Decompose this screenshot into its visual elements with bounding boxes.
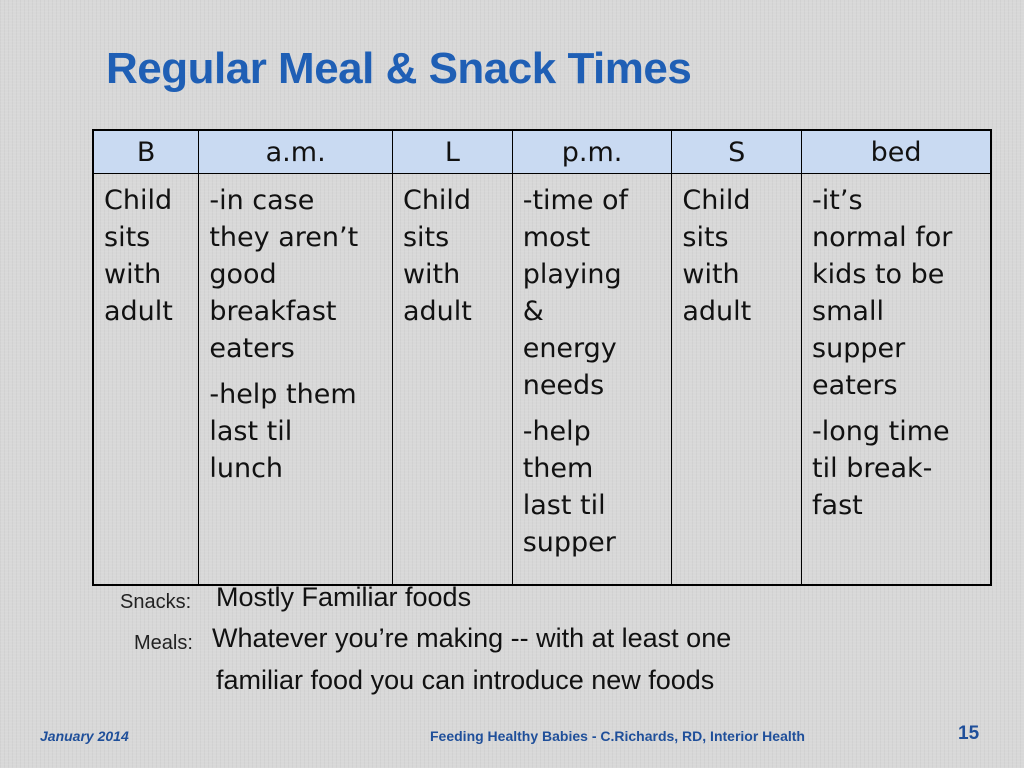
table-header-row: B a.m. L p.m. S bed [92, 129, 992, 174]
cell-l: Child sits with adult [391, 173, 513, 586]
cell-s: Child sits with adult [671, 173, 803, 586]
table-row: Child sits with adult -in case they aren… [92, 173, 992, 586]
footer-date: January 2014 [40, 728, 129, 744]
header-am: a.m. [198, 129, 393, 174]
cell-text: -in case they aren’t good breakfast eate… [209, 185, 359, 364]
header-l: L [391, 129, 513, 174]
cell-text: Child sits with adult [682, 185, 752, 327]
cell-bed: -it’s normal for kids to be small supper… [801, 173, 992, 586]
cell-text: -long time til break- fast [812, 416, 950, 521]
meals-text-line2: familiar food you can introduce new food… [216, 665, 715, 695]
header-s: S [671, 129, 803, 174]
header-b: B [92, 129, 200, 174]
meal-times-table: B a.m. L p.m. S bed Child sits with adul… [92, 129, 992, 586]
cell-text: -help them last til supper [522, 416, 616, 558]
meals-label: Meals: [134, 632, 193, 654]
cell-text: -time of most playing & energy needs [522, 185, 629, 401]
snacks-label: Snacks: [120, 591, 192, 613]
cell-text: -help them last til lunch [209, 379, 357, 484]
cell-pm: -time of most playing & energy needs -he… [511, 173, 673, 586]
cell-text: Child sits with adult [402, 185, 472, 327]
header-pm: p.m. [511, 129, 673, 174]
snacks-text: Mostly Familiar foods [216, 582, 472, 612]
cell-b: Child sits with adult [92, 173, 200, 586]
header-bed: bed [801, 129, 992, 174]
footer-credit: Feeding Healthy Babies - C.Richards, RD,… [430, 728, 805, 744]
page-number: 15 [958, 723, 980, 744]
cell-am: -in case they aren’t good breakfast eate… [198, 173, 393, 586]
cell-text: Child sits with adult [104, 185, 173, 327]
meals-text-line1: Whatever you’re making -- with at least … [212, 623, 732, 653]
slide-title: Regular Meal & Snack Times [106, 44, 692, 93]
cell-text: -it’s normal for kids to be small supper… [812, 185, 953, 401]
